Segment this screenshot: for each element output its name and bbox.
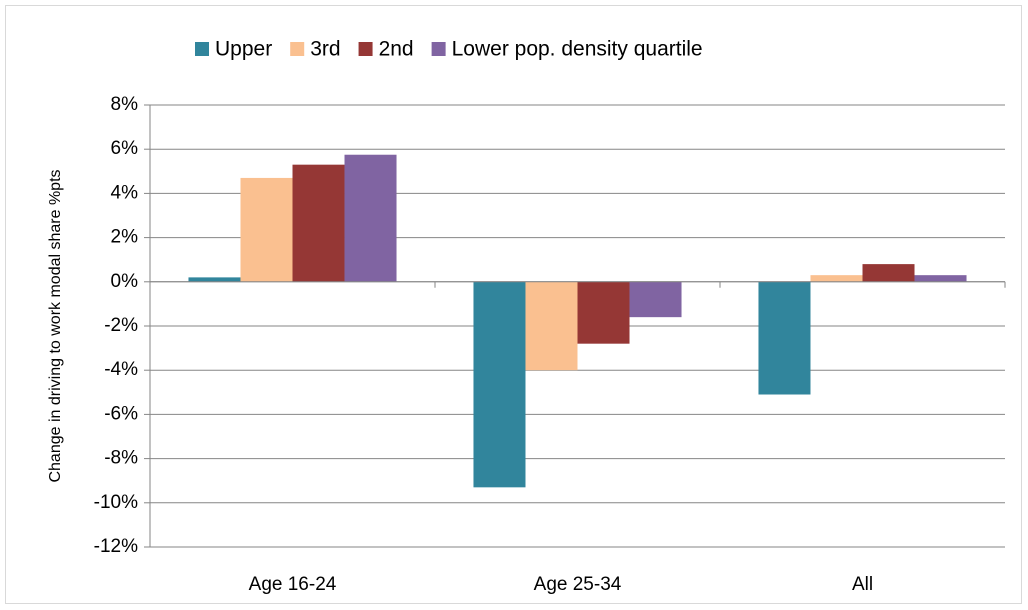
legend-label: 3rd bbox=[310, 38, 340, 61]
legend-swatch bbox=[290, 42, 305, 56]
y-tick-label: -4% bbox=[104, 359, 138, 380]
x-tick-label: Age 25-34 bbox=[534, 574, 622, 595]
y-axis-label: Change in driving to work modal share %p… bbox=[47, 169, 64, 482]
y-tick-label: 0% bbox=[111, 271, 139, 292]
bar bbox=[810, 275, 863, 282]
bar bbox=[862, 264, 915, 282]
legend-label: 2nd bbox=[379, 38, 414, 61]
y-tick-label: 2% bbox=[111, 227, 139, 248]
bar bbox=[758, 281, 811, 395]
bar bbox=[344, 154, 397, 282]
bar bbox=[473, 281, 526, 488]
bar bbox=[577, 281, 630, 344]
y-tick-label: -6% bbox=[104, 403, 138, 424]
y-tick-label: -2% bbox=[104, 315, 138, 336]
legend-swatch bbox=[431, 42, 446, 56]
bar bbox=[629, 281, 682, 318]
legend-swatch bbox=[358, 42, 373, 56]
bar bbox=[914, 275, 967, 282]
bar bbox=[188, 277, 241, 282]
x-tick-label: Age 16-24 bbox=[249, 574, 337, 595]
legend-swatch bbox=[195, 42, 209, 56]
y-tick-label: 4% bbox=[111, 182, 139, 203]
legend-label: Lower pop. density quartile bbox=[452, 38, 703, 61]
bar bbox=[525, 281, 578, 371]
x-tick-label: All bbox=[852, 574, 873, 595]
bar bbox=[240, 177, 293, 282]
legend-label: Upper bbox=[215, 38, 272, 61]
y-tick-label: -10% bbox=[94, 492, 138, 513]
y-tick-label: 8% bbox=[111, 94, 139, 115]
bar bbox=[292, 164, 345, 282]
y-tick-label: 6% bbox=[111, 138, 139, 159]
y-tick-label: -12% bbox=[94, 536, 138, 557]
y-tick-label: -8% bbox=[104, 448, 138, 469]
